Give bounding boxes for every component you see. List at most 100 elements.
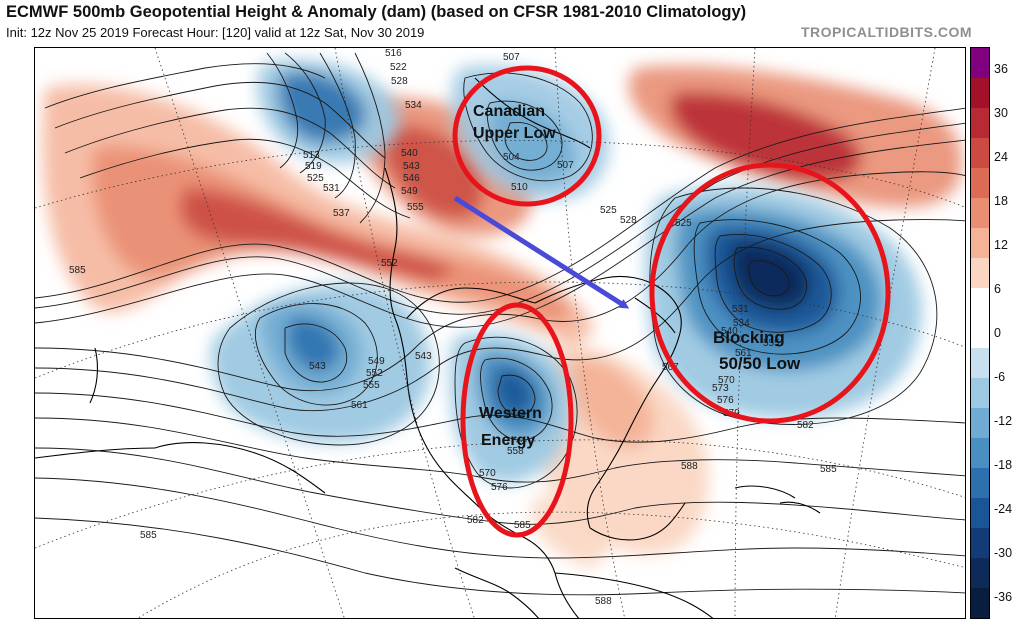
contour-label: 555: [363, 380, 380, 391]
colorbar-tick-label: 30: [994, 106, 1008, 120]
label-western-line1: Western: [479, 405, 542, 422]
contour-label: 531: [732, 304, 749, 315]
brand-watermark: TROPICALTIDBITS.COM: [800, 24, 972, 40]
contour-label: 531: [323, 183, 340, 194]
colorbar-segment: [971, 498, 989, 528]
colorbar-tick-label: 0: [994, 326, 1001, 340]
colorbar-tick-label: -12: [994, 414, 1013, 428]
colorbar-tick-label: 36: [994, 62, 1008, 76]
annotation-labels: Canadian Upper Low Western Energy Blocki…: [473, 103, 801, 449]
contour-label: 552: [381, 258, 398, 269]
contour-label: 582: [467, 515, 484, 526]
contour-label: 519: [305, 161, 322, 172]
contour-label: 540: [721, 326, 738, 337]
colorbar-tick-label: 24: [994, 150, 1008, 164]
colorbar-tick-label: 6: [994, 282, 1001, 296]
contour-label: 516: [385, 48, 402, 59]
colorbar-segment: [971, 78, 989, 108]
colorbar-segment: [971, 108, 989, 138]
colorbar-tick-label: -30: [994, 546, 1013, 560]
contour-label: 588: [595, 596, 612, 607]
contour-label: 570: [718, 375, 735, 386]
label-canadian-line1: Canadian: [473, 103, 545, 120]
colorbar-segment: [971, 288, 989, 318]
contour-label: 534: [405, 100, 422, 111]
label-blocking-line2: 50/50 Low: [719, 354, 801, 373]
contour-label: 585: [140, 530, 157, 541]
colorbar-segment: [971, 168, 989, 198]
contour-label: 549: [368, 356, 385, 367]
contour-label: 543: [403, 161, 420, 172]
colorbar-segment: [971, 258, 989, 288]
chart-title: ECMWF 500mb Geopotential Height & Anomal…: [6, 3, 747, 21]
contour-label: 561: [735, 348, 752, 359]
contour-label: 546: [403, 173, 420, 184]
map-canvas: 516 5075225285345135195255315405435465495…: [35, 48, 965, 618]
contour-label: 561: [351, 400, 368, 411]
contour-label: 576: [491, 482, 508, 493]
colorbar-tick-label: 12: [994, 238, 1008, 252]
contour-label: 558: [507, 446, 524, 457]
anomaly-colorbar: [970, 47, 990, 619]
colorbar-segment: [971, 48, 989, 78]
colorbar-tick-label: -24: [994, 502, 1013, 516]
height-contours: [35, 52, 965, 596]
contour-label: 522: [390, 62, 407, 73]
colorbar-segment: [971, 318, 989, 348]
contour-label: 555: [763, 338, 780, 349]
colorbar-segment: [971, 588, 989, 618]
colorbar-tick-label: -36: [994, 590, 1013, 604]
contour-label: 543: [309, 361, 326, 372]
contour-label: 540: [401, 148, 418, 159]
contour-label: 585: [514, 520, 531, 531]
contour-label: 576: [717, 395, 734, 406]
contour-label: 528: [391, 76, 408, 87]
flow-arrow: [453, 195, 630, 309]
contour-label: 585: [820, 464, 837, 475]
colorbar-segment: [971, 138, 989, 168]
colorbar-tick-labels: 36 30 24 18 12 6 0 -6 -12 -18 -24 -30 -36: [994, 47, 1024, 619]
circle-western-energy: [460, 302, 574, 538]
colorbar-segment: [971, 198, 989, 228]
colorbar-segment: [971, 408, 989, 438]
contour-label: 570: [479, 468, 496, 479]
contour-label: 528: [620, 215, 637, 226]
label-blocking-line1: Blocking: [713, 328, 785, 347]
contour-label: 525: [675, 218, 692, 229]
label-canadian-line2: Upper Low: [473, 125, 556, 142]
contour-label: 549: [401, 186, 418, 197]
colorbar-tick-label: 18: [994, 194, 1008, 208]
contour-label: 567: [662, 362, 679, 373]
positive-anomaly-shading: [42, 65, 963, 568]
contour-label: 510: [511, 182, 528, 193]
contour-label: 573: [712, 383, 729, 394]
contour-label: 537: [333, 208, 350, 219]
circle-blocking-low: [649, 162, 891, 424]
contour-label: 588: [681, 461, 698, 472]
contour-labels: 516 5075225285345135195255315405435465495…: [69, 48, 837, 607]
contour-label: 585: [69, 265, 86, 276]
colorbar-tick-label: -6: [994, 370, 1006, 384]
contour-label: 507: [557, 160, 574, 171]
colorbar-segment: [971, 348, 989, 378]
contour-label: 525: [307, 173, 324, 184]
contour-label: 513: [303, 150, 320, 161]
contour-label: 543: [415, 351, 432, 362]
annotation-circles: [452, 65, 891, 538]
contour-label: 552: [366, 368, 383, 379]
lat-lon-grid: [35, 48, 965, 618]
label-western-line2: Energy: [481, 432, 535, 449]
colorbar-tick-label: -18: [994, 458, 1013, 472]
colorbar-segment: [971, 378, 989, 408]
contour-label: 582: [797, 420, 814, 431]
circle-canadian-low: [452, 65, 602, 207]
map-panel: 516 507 522 528 534 513 519 525 531 540 543 546 549 5…: [34, 47, 966, 619]
colorbar-segment: [971, 558, 989, 588]
chart-subtitle: Init: 12z Nov 25 2019 Forecast Hour: [12…: [6, 25, 425, 40]
contour-label: 525: [600, 205, 617, 216]
colorbar-segment: [971, 468, 989, 498]
contour-label: 534: [733, 318, 750, 329]
colorbar-segment: [971, 528, 989, 558]
contour-label: 555: [407, 202, 424, 213]
colorbar-segment: [971, 228, 989, 258]
